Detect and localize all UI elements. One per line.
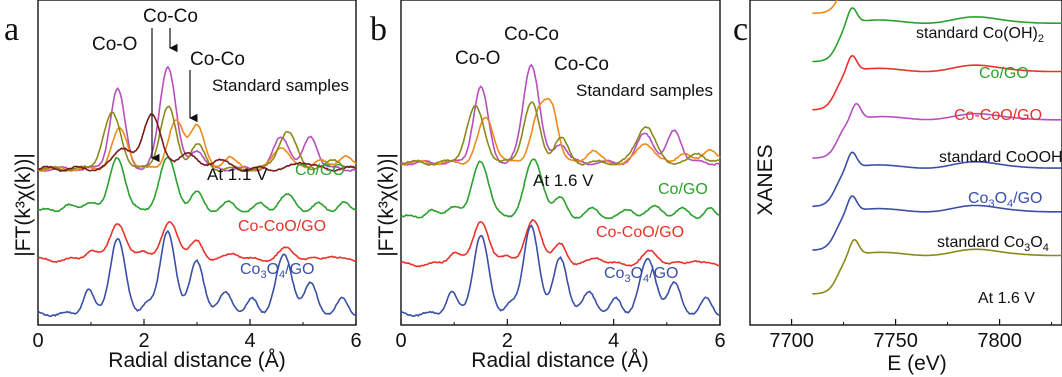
trace-label-at-1-6v-c: At 1.6 V — [978, 290, 1035, 307]
x-axis-label-a: Radial distance (Å) — [108, 349, 285, 372]
series-line-b-standard-olive- — [400, 101, 721, 166]
x-tick-label: 0 — [32, 330, 43, 352]
trace-label-co-go-b: Co/GO — [658, 181, 708, 198]
trace-label-co3o4-go-b: Co3O4/GO — [604, 265, 679, 285]
xanes-line-co-go — [812, 7, 1062, 63]
series-line-a-standard-orange- — [37, 119, 357, 173]
x-tick-label: 4 — [244, 330, 255, 352]
standard-samples-label-a: Standard samples — [212, 76, 349, 95]
peak-label-co-o-b: Co-O — [455, 48, 500, 69]
peak-label-co-co-1-a: Co-Co — [143, 6, 198, 27]
series-line-b-co3o4-go — [400, 224, 721, 318]
panel-letter-b: b — [370, 11, 387, 48]
x-tick-label: 7700 — [769, 330, 814, 352]
traces-c — [812, 0, 1062, 295]
peak-label-co-co-2-a: Co-Co — [190, 49, 245, 70]
series-line-a-co-go — [37, 156, 357, 213]
trace-label-co-go-c: Co/GO — [979, 65, 1029, 82]
standard-samples-label-b: Standard samples — [576, 81, 713, 100]
peak-label-co-co-1-b: Co-Co — [504, 24, 559, 45]
series-line-b-standard-co-purple- — [400, 63, 721, 167]
xanes-line-co-coo-go — [812, 54, 1062, 111]
series-line-b-co-coo-go — [400, 218, 720, 268]
xanes-line-co3o4-go — [812, 151, 1062, 208]
x-tick-label: 7800 — [977, 330, 1022, 352]
xanes-line-standard-coooh — [812, 102, 1062, 159]
traces-a — [37, 65, 357, 318]
x-tick-label: 6 — [350, 330, 361, 352]
series-line-a-standard-olive- — [37, 105, 357, 172]
y-axis-label-b: |FT(k³χ(k))| — [375, 153, 398, 257]
trace-label-co-coo-go-b: Co-CoO/GO — [596, 224, 684, 241]
x-tick-label: 2 — [502, 330, 513, 352]
panel-c: c XANES 7700 7750 7800 E (eV) standard Co(… — [733, 0, 1062, 375]
trace-label-std-cooh2-c: standard Co(OH)2 — [916, 25, 1044, 45]
series-line-a-co-coo-go — [37, 220, 356, 263]
series-line-a-standard-dark-red- — [37, 113, 357, 173]
peak-label-co-o-a: Co-O — [92, 34, 137, 55]
condition-label-b: At 1.6 V — [533, 171, 594, 190]
trace-label-co3o4-go-c: Co3O4/GO — [968, 190, 1043, 210]
trace-label-co-coo-go-a: Co-CoO/GO — [238, 218, 326, 235]
panel-letter-a: a — [4, 11, 19, 48]
series-line-b-co-go — [400, 158, 721, 220]
x-tick-label: 7750 — [873, 330, 918, 352]
x-tick-label: 6 — [714, 330, 725, 352]
x-ticks-a: 0 2 4 6 — [32, 319, 362, 352]
trace-label-co-coo-go-c: Co-CoO/GO — [954, 107, 1042, 124]
x-tick-label: 2 — [138, 330, 149, 352]
y-axis-label-c: XANES — [754, 144, 777, 215]
traces-b — [400, 63, 721, 318]
peak-label-co-co-2-b: Co-Co — [554, 54, 609, 75]
x-tick-label: 0 — [395, 330, 406, 352]
trace-label-co-go-a: Co/GO — [295, 162, 345, 179]
xanes-line-standard-co3o4 — [812, 195, 1062, 251]
xanes-line-at-1-6-v — [812, 238, 1062, 295]
panel-letter-c: c — [733, 11, 748, 48]
series-line-a-co3o4-go — [37, 229, 357, 318]
plot-frame-c — [749, 0, 1062, 326]
x-ticks-c: 7700 7750 7800 — [769, 319, 1053, 352]
x-tick-label: 4 — [608, 330, 619, 352]
trace-label-std-co3o4-c: standard Co3O4 — [937, 234, 1049, 254]
x-axis-label-c: E (eV) — [887, 352, 947, 375]
x-axis-label-b: Radial distance (Å) — [471, 349, 648, 372]
trace-label-std-cooh-c: standard CoOOH — [939, 149, 1062, 166]
condition-label-a: At 1.1 V — [207, 165, 268, 184]
x-ticks-b: 0 2 4 6 — [395, 319, 726, 352]
trace-label-co3o4-go-a: Co3O4/GO — [240, 261, 315, 281]
y-axis-label-a: |FT(k³χ(k))| — [12, 153, 35, 257]
